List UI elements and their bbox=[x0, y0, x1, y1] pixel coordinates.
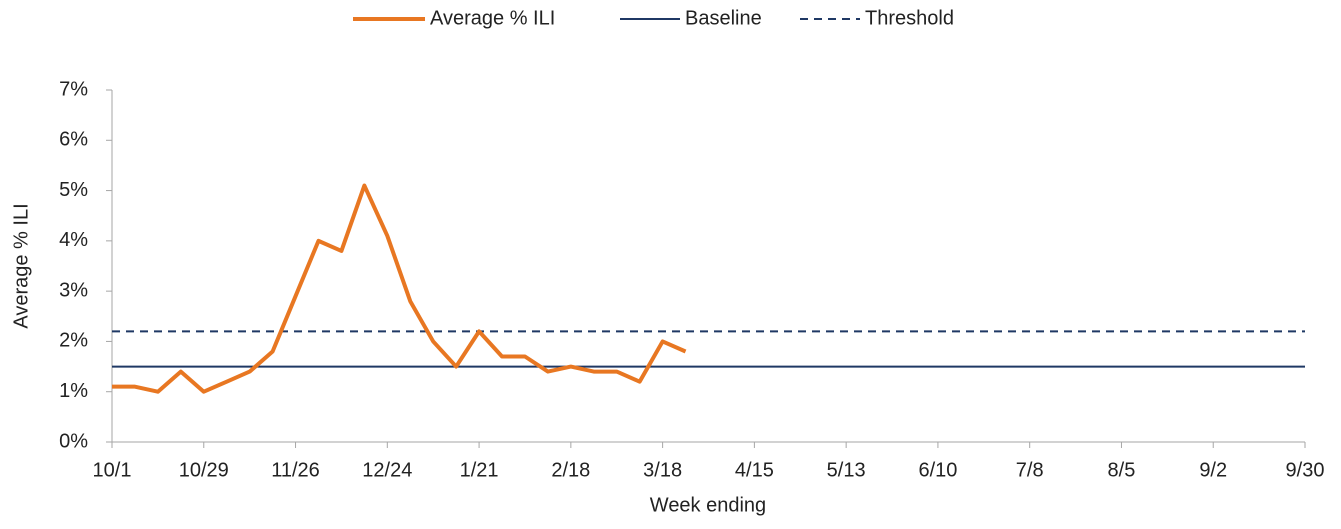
y-tick-label: 3% bbox=[59, 279, 88, 301]
x-tick-label: 10/29 bbox=[179, 459, 229, 481]
series-line bbox=[112, 183, 687, 394]
x-axis-title: Week ending bbox=[650, 494, 766, 516]
x-tick-label: 4/15 bbox=[735, 459, 774, 481]
x-tick-label: 5/13 bbox=[827, 459, 866, 481]
x-tick-label: 9/30 bbox=[1286, 459, 1325, 481]
y-tick-label: 7% bbox=[59, 78, 88, 100]
legend-label: Baseline bbox=[685, 7, 762, 29]
y-tick-label: 5% bbox=[59, 179, 88, 201]
y-tick-label: 1% bbox=[59, 380, 88, 402]
y-tick-label: 6% bbox=[59, 129, 88, 151]
y-tick-label: 2% bbox=[59, 330, 88, 352]
x-tick-label: 1/21 bbox=[460, 459, 499, 481]
x-tick-label: 8/5 bbox=[1108, 459, 1136, 481]
x-tick-label: 2/18 bbox=[551, 459, 590, 481]
x-tick-label: 7/8 bbox=[1016, 459, 1044, 481]
x-tick-label: 6/10 bbox=[918, 459, 957, 481]
y-tick-label: 4% bbox=[59, 229, 88, 251]
x-tick-label: 10/1 bbox=[93, 459, 132, 481]
x-tick-label: 11/26 bbox=[271, 459, 320, 481]
legend-label: Threshold bbox=[865, 7, 954, 29]
x-tick-label: 12/24 bbox=[362, 459, 412, 481]
y-axis-title: Average % ILI bbox=[10, 203, 32, 328]
x-tick-label: 9/2 bbox=[1199, 459, 1227, 481]
y-tick-label: 0% bbox=[59, 430, 88, 452]
legend-label: Average % ILI bbox=[430, 7, 555, 29]
x-tick-label: 3/18 bbox=[643, 459, 682, 481]
